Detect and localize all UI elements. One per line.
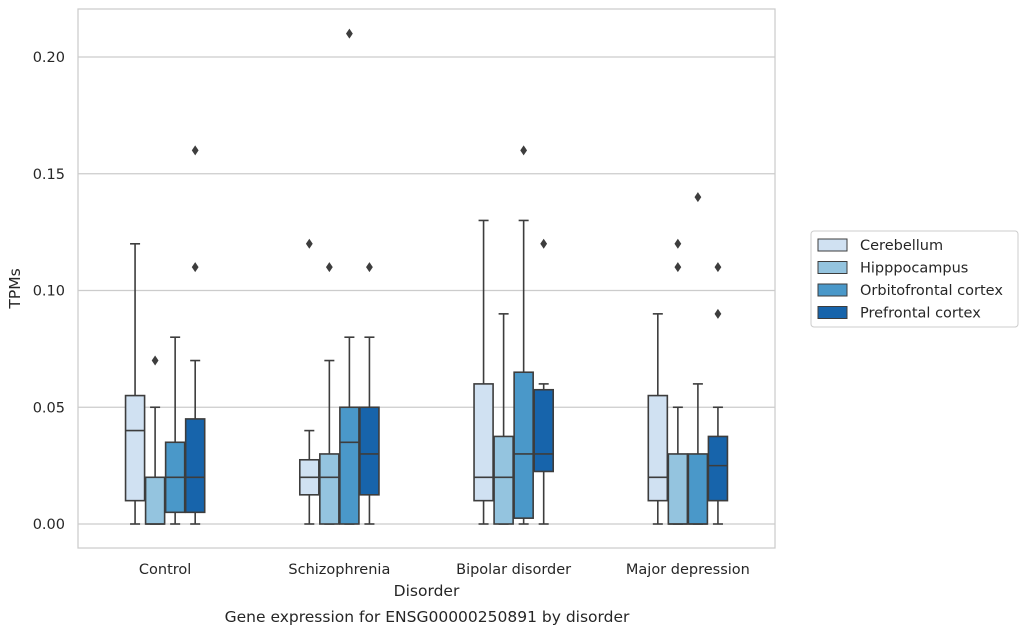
- y-tick-label: 0.00: [33, 517, 65, 533]
- box-body: [707, 435, 729, 502]
- y-tick-label: 0.10: [33, 284, 65, 300]
- box-body: [473, 383, 494, 502]
- outlier-point: [694, 192, 702, 203]
- outlier-point: [191, 145, 199, 156]
- outlier-point: [714, 262, 722, 273]
- outlier-point: [540, 238, 548, 249]
- legend: Cerebellum Hipppocampus Orbitofrontal cort…: [810, 230, 1019, 328]
- box-hipppocampus: [667, 238, 689, 525]
- legend-frame: [810, 230, 1019, 328]
- box-body: [493, 435, 514, 525]
- box-cerebellum: [647, 313, 669, 525]
- outlier-point: [520, 145, 528, 156]
- x-tick-label: Bipolar disorder: [456, 562, 571, 578]
- y-tick-label: 0.15: [33, 167, 65, 183]
- box-orbitofrontal-cortex: [339, 28, 360, 525]
- outlier-point: [674, 238, 682, 249]
- legend-label: Cerebellum: [860, 238, 943, 254]
- box-orbitofrontal-cortex: [687, 192, 709, 525]
- y-tick-label: 0.05: [33, 400, 65, 416]
- y-tick-label: 0.20: [33, 50, 65, 66]
- box-body: [667, 453, 689, 525]
- box-body: [687, 453, 709, 525]
- box-orbitofrontal-cortex: [513, 145, 534, 525]
- box-body: [124, 394, 146, 502]
- box-body: [339, 406, 360, 525]
- y-axis-label: TPMs: [6, 268, 24, 309]
- box-orbitofrontal-cortex: [164, 336, 186, 525]
- box-body: [359, 406, 380, 496]
- outlier-point: [325, 262, 333, 273]
- legend-swatch: [817, 261, 848, 274]
- outlier-point: [714, 308, 722, 319]
- outlier-point: [674, 262, 682, 273]
- outlier-point: [191, 262, 199, 273]
- outlier-point: [366, 262, 373, 273]
- legend-label: Orbitofrontal cortex: [860, 283, 1003, 299]
- x-tick-label: Major depression: [626, 562, 750, 578]
- chart-title: Gene expression for ENSG00000250891 by d…: [225, 608, 630, 626]
- box-prefrontal-cortex: [359, 262, 380, 525]
- x-tick-label: Schizophrenia: [288, 562, 390, 578]
- x-axis-ticks: Control Schizophrenia Bipolar disorder Majo…: [139, 562, 750, 578]
- box-body: [533, 388, 555, 473]
- box-body: [184, 418, 206, 514]
- outlier-point: [151, 355, 159, 366]
- outlier-point: [345, 28, 353, 39]
- box-body: [144, 476, 166, 525]
- legend-swatch: [817, 306, 848, 319]
- outlier-point: [305, 238, 313, 249]
- box-hipppocampus: [319, 262, 340, 525]
- box-hipppocampus: [493, 313, 514, 525]
- legend-label: Hipppocampus: [860, 261, 968, 277]
- box-hipppocampus: [144, 355, 166, 525]
- box-cerebellum: [298, 238, 320, 525]
- y-axis-ticks: 0.00 0.05 0.10 0.15 0.20: [33, 50, 65, 533]
- box-body: [319, 453, 340, 525]
- x-tick-label: Control: [139, 562, 191, 578]
- box-prefrontal-cortex: [533, 238, 555, 525]
- box-body: [513, 371, 534, 519]
- legend-swatch: [817, 238, 848, 252]
- box-cerebellum: [124, 243, 146, 525]
- box-prefrontal-cortex: [707, 262, 729, 525]
- box-prefrontal-cortex: [184, 145, 206, 525]
- boxes: [124, 28, 729, 525]
- box-body: [647, 394, 669, 502]
- box-cerebellum: [473, 219, 494, 525]
- legend-label: Prefrontal cortex: [860, 306, 981, 322]
- legend-swatch: [817, 283, 848, 297]
- x-axis-label: Disorder: [394, 582, 460, 600]
- plot-frame: [77, 8, 776, 549]
